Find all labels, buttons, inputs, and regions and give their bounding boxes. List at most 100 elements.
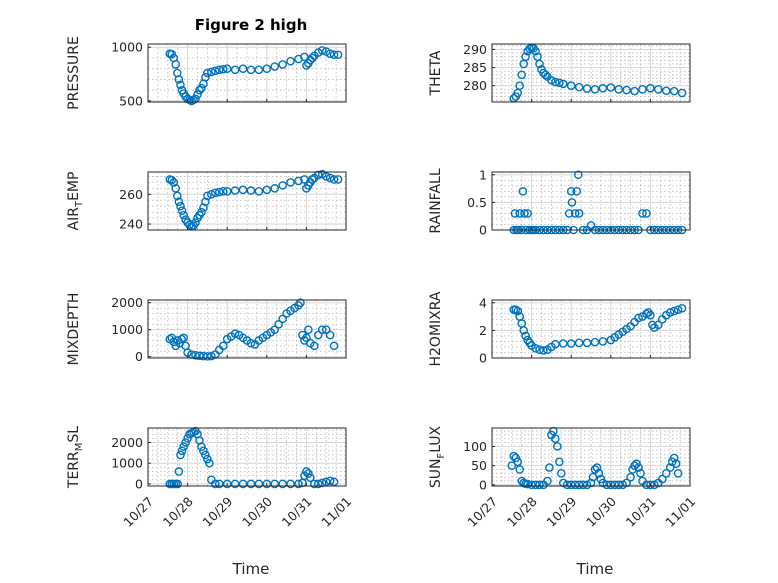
data-point xyxy=(199,351,208,361)
data-point xyxy=(286,178,295,187)
data-point xyxy=(614,85,624,94)
y-tick-label: 0 xyxy=(479,223,487,238)
data-point xyxy=(199,446,208,456)
y-tick-label: 50 xyxy=(471,458,487,473)
subplot-sun-flux: 0 50 100 10/27 10/28 10/29 10/30 10/31 11/01 SUNF… xyxy=(428,425,698,529)
data-point xyxy=(218,64,228,74)
data-point xyxy=(254,479,264,489)
data-point xyxy=(197,442,206,451)
data-point xyxy=(203,352,212,361)
data-point xyxy=(515,465,525,474)
data-point xyxy=(520,209,529,218)
data-point xyxy=(642,309,651,319)
data-point xyxy=(211,479,220,489)
data-point xyxy=(661,86,671,96)
data-point xyxy=(246,338,256,348)
data-point xyxy=(606,480,616,490)
data-point xyxy=(661,469,671,478)
data-point xyxy=(539,346,548,355)
data-point xyxy=(553,442,562,451)
data-point xyxy=(614,480,624,490)
data-point xyxy=(317,46,327,55)
data-point xyxy=(594,469,604,478)
subplot-theta: 280 285 290 THETA xyxy=(428,42,691,103)
y-tick-label: 4 xyxy=(479,295,487,310)
data-point xyxy=(665,463,675,472)
data-point xyxy=(592,463,602,472)
axes-frame xyxy=(491,171,691,231)
data-point xyxy=(630,461,639,470)
data-point xyxy=(549,426,558,436)
data-point xyxy=(509,451,519,461)
data-point xyxy=(622,478,631,488)
data-point xyxy=(313,330,323,340)
data-point xyxy=(511,305,521,314)
data-point xyxy=(543,476,552,486)
data-point xyxy=(262,479,272,489)
axes-frame xyxy=(147,171,347,231)
data-point xyxy=(531,46,540,56)
subplot-h2omixra: 0 2 4 H2OMIXRA xyxy=(428,291,691,367)
data-point xyxy=(513,457,523,467)
y-tick-label: 280 xyxy=(463,78,487,93)
data-point xyxy=(230,186,240,195)
data-point xyxy=(262,64,272,74)
data-point xyxy=(555,78,564,88)
data-point xyxy=(203,454,212,464)
data-point xyxy=(574,480,584,490)
axes-frame xyxy=(147,299,347,359)
data-point xyxy=(654,320,663,330)
data-point xyxy=(507,461,517,470)
data-point xyxy=(642,209,651,218)
data-point xyxy=(606,83,616,92)
data-point xyxy=(325,330,335,340)
data-point xyxy=(574,170,583,180)
data-point xyxy=(558,339,568,348)
y-tick-label: 0 xyxy=(479,351,487,366)
y-tick-label: 100 xyxy=(463,439,487,454)
data-point xyxy=(278,314,287,324)
y-tick-label: 2 xyxy=(479,323,487,338)
data-point xyxy=(195,351,204,361)
data-point xyxy=(321,325,331,334)
data-point xyxy=(574,82,584,92)
data-point xyxy=(270,325,280,334)
data-point xyxy=(169,337,179,347)
data-point xyxy=(214,479,224,489)
data-point xyxy=(197,207,206,217)
data-point xyxy=(574,209,584,218)
data-point xyxy=(201,450,210,460)
data-point xyxy=(274,319,283,329)
subplot-rainfall: 0 0.5 1 RAINFALL xyxy=(428,167,691,238)
data-point xyxy=(313,479,323,489)
data-point xyxy=(574,338,584,348)
data-point xyxy=(286,479,295,489)
y-tick-label: 2000 xyxy=(111,435,143,450)
data-point xyxy=(654,85,663,94)
data-point xyxy=(519,326,528,335)
subplot-terr-msl: 0 1000 2000 10/27 10/28 10/29 10/30 10/31 11/01 T… xyxy=(66,426,354,530)
data-point xyxy=(545,463,554,472)
data-point xyxy=(278,479,287,489)
y-tick-label: 2000 xyxy=(111,295,143,310)
data-point xyxy=(547,75,556,85)
axes-frame xyxy=(491,43,691,103)
data-point xyxy=(598,337,608,346)
data-point xyxy=(214,187,224,197)
data-point xyxy=(535,59,544,69)
data-point xyxy=(286,56,295,66)
x-tick-label: 10/30 xyxy=(239,494,275,530)
data-point xyxy=(181,438,190,447)
data-point xyxy=(567,198,577,207)
y-axis-label: THETA xyxy=(428,50,444,96)
y-axis-label: MIXDEPTH xyxy=(66,293,82,366)
data-point xyxy=(523,209,532,218)
data-point xyxy=(646,310,655,320)
data-point xyxy=(195,85,204,95)
data-point xyxy=(176,201,185,211)
data-point xyxy=(176,450,185,460)
data-point xyxy=(203,191,212,201)
data-point xyxy=(521,331,530,341)
subplot-pressure: 500 1000 PRESSURE xyxy=(66,36,347,110)
